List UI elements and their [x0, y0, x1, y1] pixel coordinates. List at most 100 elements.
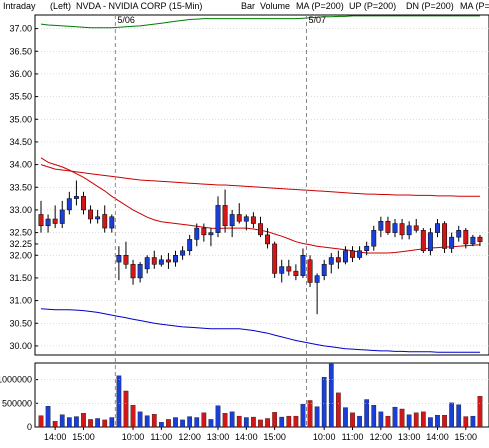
- candlestick: [208, 228, 214, 247]
- candle-body: [173, 255, 178, 263]
- volume-bar: [102, 419, 108, 428]
- candlestick: [236, 203, 242, 224]
- candle-body: [66, 198, 72, 211]
- y-tick-label: 32.50: [9, 228, 32, 238]
- candle-body: [286, 266, 292, 272]
- candle-body: [236, 214, 242, 222]
- candle-body: [279, 266, 285, 274]
- candlestick: [350, 246, 355, 263]
- volume-bar: [159, 422, 164, 428]
- volume-bar: [116, 375, 122, 428]
- candle-body: [201, 227, 207, 236]
- volume-bar: [215, 405, 221, 428]
- candlestick: [364, 241, 370, 256]
- candle-body: [187, 239, 193, 251]
- candlestick: [477, 234, 483, 247]
- candle-body: [477, 236, 483, 242]
- gridlines: [35, 28, 489, 347]
- candlestick: [272, 241, 278, 278]
- candlestick: [293, 264, 299, 281]
- lower-band-line: [40, 308, 480, 353]
- volume-bar: [328, 363, 334, 428]
- candle-body: [427, 232, 433, 251]
- candlestick: [258, 216, 263, 238]
- volume-bar: [187, 416, 193, 428]
- candlestick: [116, 246, 122, 281]
- candlestick: [59, 200, 65, 229]
- candle-body: [158, 259, 164, 265]
- candlestick: [392, 219, 398, 238]
- candlestick: [222, 189, 228, 233]
- candlestick: [180, 246, 186, 260]
- volume-bar: [272, 412, 277, 428]
- candle-body: [342, 250, 348, 263]
- y-tick-label: 35.50: [9, 92, 32, 102]
- candlestick: [427, 228, 433, 256]
- y-tick-label: 33.50: [9, 182, 32, 192]
- candlestick: [66, 191, 72, 215]
- candle-body: [307, 259, 313, 283]
- y-tick-label: 32.00: [9, 250, 32, 260]
- candle-body: [321, 264, 327, 276]
- middle-band-line: [40, 164, 480, 197]
- volume-y-tick-label: 1000000: [0, 375, 32, 385]
- candlestick: [328, 253, 334, 274]
- volume-y-tick-label: 500000: [2, 398, 32, 408]
- candle-body: [52, 218, 58, 224]
- candlestick: [109, 214, 115, 233]
- candle-body: [449, 236, 455, 249]
- candle-body: [215, 205, 221, 233]
- x-tick-label: 15:00: [455, 432, 478, 442]
- volume-bar: [470, 415, 476, 428]
- date-markers: 5/06 5/07: [114, 15, 326, 427]
- y-tick-label: 34.00: [9, 160, 32, 170]
- volume-bar: [243, 417, 249, 428]
- x-tick-label: 14:00: [235, 432, 258, 442]
- price-y-axis: 37.00 36.50 36.00 35.50 35.00 34.50 34.00 33.50…: [9, 24, 38, 351]
- volume-bar: [109, 417, 115, 428]
- volume-bar: [201, 412, 207, 428]
- candle-body: [314, 275, 320, 283]
- candle-body: [378, 221, 384, 231]
- volume-bar: [222, 413, 228, 428]
- candlesticks: [38, 180, 483, 315]
- chart-title: NVDA - NVIDIA CORP (15-Min): [76, 1, 202, 11]
- candle-body: [328, 257, 334, 265]
- candlestick: [286, 259, 292, 276]
- candle-body: [413, 225, 419, 231]
- volume-bar: [420, 411, 426, 428]
- upper-band-line: [40, 15, 480, 29]
- x-tick-label: 15:00: [263, 432, 286, 442]
- volume-bar: [95, 418, 100, 428]
- volume-bar: [180, 419, 185, 428]
- candlestick: [151, 250, 157, 269]
- legend-ma-2: MA (P=200): [460, 1, 489, 11]
- candle-body: [392, 223, 398, 233]
- candle-body: [59, 209, 65, 224]
- volume-bar: [52, 421, 58, 428]
- candle-body: [165, 259, 171, 263]
- candle-body: [357, 250, 363, 258]
- candle-body: [208, 232, 214, 236]
- y-tick-label: 35.00: [9, 114, 32, 124]
- candle-body: [442, 223, 448, 249]
- volume-bar: [38, 415, 44, 428]
- y-tick-label: 36.00: [9, 69, 32, 79]
- volume-bar: [130, 405, 136, 428]
- candlestick: [463, 228, 469, 249]
- candlestick: [442, 221, 448, 253]
- volume-bar: [307, 400, 313, 428]
- volume-bar: [236, 415, 242, 428]
- candlestick: [413, 219, 419, 233]
- candle-body: [265, 234, 271, 245]
- volume-bar: [364, 399, 370, 428]
- candlestick: [45, 214, 51, 233]
- volume-bar: [435, 414, 440, 428]
- volume-bar: [442, 414, 447, 428]
- candle-body: [335, 257, 341, 263]
- candle-body: [73, 196, 79, 199]
- x-tick-label: 14:00: [426, 432, 449, 442]
- candle-body: [470, 236, 476, 245]
- candle-body: [130, 264, 136, 279]
